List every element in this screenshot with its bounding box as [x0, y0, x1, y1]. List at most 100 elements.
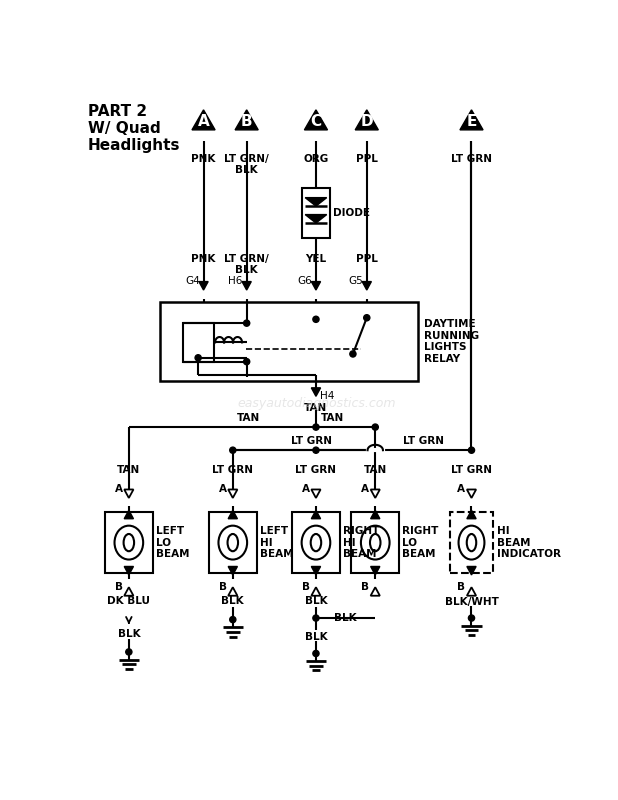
Text: LEFT
HI
BEAM: LEFT HI BEAM [260, 526, 294, 559]
Circle shape [468, 447, 475, 454]
Polygon shape [199, 282, 208, 290]
Polygon shape [311, 282, 321, 290]
Circle shape [243, 320, 250, 326]
Circle shape [468, 615, 475, 621]
Circle shape [230, 617, 236, 622]
Text: A: A [302, 484, 310, 494]
Text: DAYTIME
RUNNING
LIGHTS
RELAY: DAYTIME RUNNING LIGHTS RELAY [424, 319, 479, 364]
Text: H6: H6 [229, 276, 243, 286]
Text: LT GRN/
BLK: LT GRN/ BLK [224, 154, 269, 175]
Text: DIODE: DIODE [333, 209, 370, 218]
Polygon shape [355, 110, 378, 130]
Text: BLK: BLK [305, 597, 328, 606]
Bar [183, 323, 214, 362]
Text: C: C [310, 114, 321, 129]
Text: E: E [467, 114, 476, 129]
Text: RIGHT
LO
BEAM: RIGHT LO BEAM [402, 526, 439, 559]
Text: BLK: BLK [117, 629, 140, 639]
Polygon shape [305, 214, 327, 223]
Polygon shape [460, 110, 483, 130]
Text: LT GRN: LT GRN [295, 465, 336, 475]
Bar [105, 512, 153, 574]
Text: G6: G6 [297, 276, 312, 286]
Text: ORG: ORG [303, 154, 329, 164]
Polygon shape [311, 566, 321, 575]
Text: easyautodiagnostics.com: easyautodiagnostics.com [237, 398, 396, 410]
Text: BLK: BLK [305, 632, 328, 642]
Text: PNK: PNK [192, 254, 216, 264]
Bar [302, 189, 330, 238]
Polygon shape [124, 510, 133, 518]
Text: B: B [302, 582, 310, 592]
Text: A: A [198, 114, 210, 129]
Text: TAN: TAN [237, 414, 260, 423]
Bar [352, 512, 399, 574]
Text: D: D [360, 114, 373, 129]
Text: LT GRN/
BLK: LT GRN/ BLK [224, 254, 269, 275]
Text: TAN: TAN [363, 465, 387, 475]
Text: G4: G4 [185, 276, 200, 286]
Circle shape [313, 615, 319, 621]
Text: TAN: TAN [304, 403, 328, 414]
Circle shape [350, 351, 356, 357]
Polygon shape [311, 388, 321, 396]
Text: BLK: BLK [334, 614, 357, 623]
Text: LEFT
LO
BEAM: LEFT LO BEAM [156, 526, 189, 559]
Text: LT GRN: LT GRN [451, 465, 492, 475]
Text: B: B [457, 582, 465, 592]
Text: A: A [115, 484, 123, 494]
Text: BLK/WHT: BLK/WHT [444, 597, 499, 606]
Circle shape [313, 447, 319, 454]
Circle shape [313, 650, 319, 657]
Polygon shape [228, 510, 237, 518]
Bar [209, 512, 256, 574]
Text: TAN: TAN [321, 414, 344, 423]
Text: H4: H4 [320, 391, 334, 402]
Text: LT GRN: LT GRN [403, 436, 444, 446]
Text: B: B [219, 582, 227, 592]
Text: LT GRN: LT GRN [213, 465, 253, 475]
Text: B: B [115, 582, 123, 592]
Text: DK BLU: DK BLU [108, 597, 150, 606]
Text: A: A [219, 484, 227, 494]
Bar [450, 512, 493, 574]
Bar [159, 302, 418, 381]
Polygon shape [228, 566, 237, 575]
Polygon shape [467, 566, 476, 575]
Text: RIGHT
HI
BEAM: RIGHT HI BEAM [343, 526, 379, 559]
Circle shape [372, 424, 378, 430]
Bar [292, 512, 340, 574]
Text: TAN: TAN [117, 465, 140, 475]
Polygon shape [371, 510, 380, 518]
Text: B: B [241, 114, 253, 129]
Text: LT GRN: LT GRN [291, 436, 332, 446]
Polygon shape [467, 510, 476, 518]
Circle shape [195, 354, 201, 361]
Text: A: A [361, 484, 369, 494]
Polygon shape [124, 566, 133, 575]
Circle shape [313, 424, 319, 430]
Polygon shape [305, 110, 328, 130]
Polygon shape [235, 110, 258, 130]
Text: PPL: PPL [356, 254, 378, 264]
Polygon shape [311, 510, 321, 518]
Text: LT GRN: LT GRN [451, 154, 492, 164]
Text: PPL: PPL [356, 154, 378, 164]
Text: HI
BEAM
INDICATOR: HI BEAM INDICATOR [497, 526, 561, 559]
Circle shape [230, 447, 236, 454]
Polygon shape [192, 110, 215, 130]
Text: BLK: BLK [221, 597, 244, 606]
Circle shape [364, 314, 370, 321]
Circle shape [243, 358, 250, 365]
Polygon shape [362, 282, 371, 290]
Polygon shape [242, 282, 252, 290]
Polygon shape [305, 198, 327, 206]
Text: YEL: YEL [305, 254, 326, 264]
Text: G5: G5 [348, 276, 363, 286]
Polygon shape [371, 566, 380, 575]
Text: B: B [361, 582, 369, 592]
Text: PART 2
W/ Quad
Headlights: PART 2 W/ Quad Headlights [88, 104, 180, 154]
Text: PNK: PNK [192, 154, 216, 164]
Circle shape [313, 316, 319, 322]
Circle shape [126, 649, 132, 655]
